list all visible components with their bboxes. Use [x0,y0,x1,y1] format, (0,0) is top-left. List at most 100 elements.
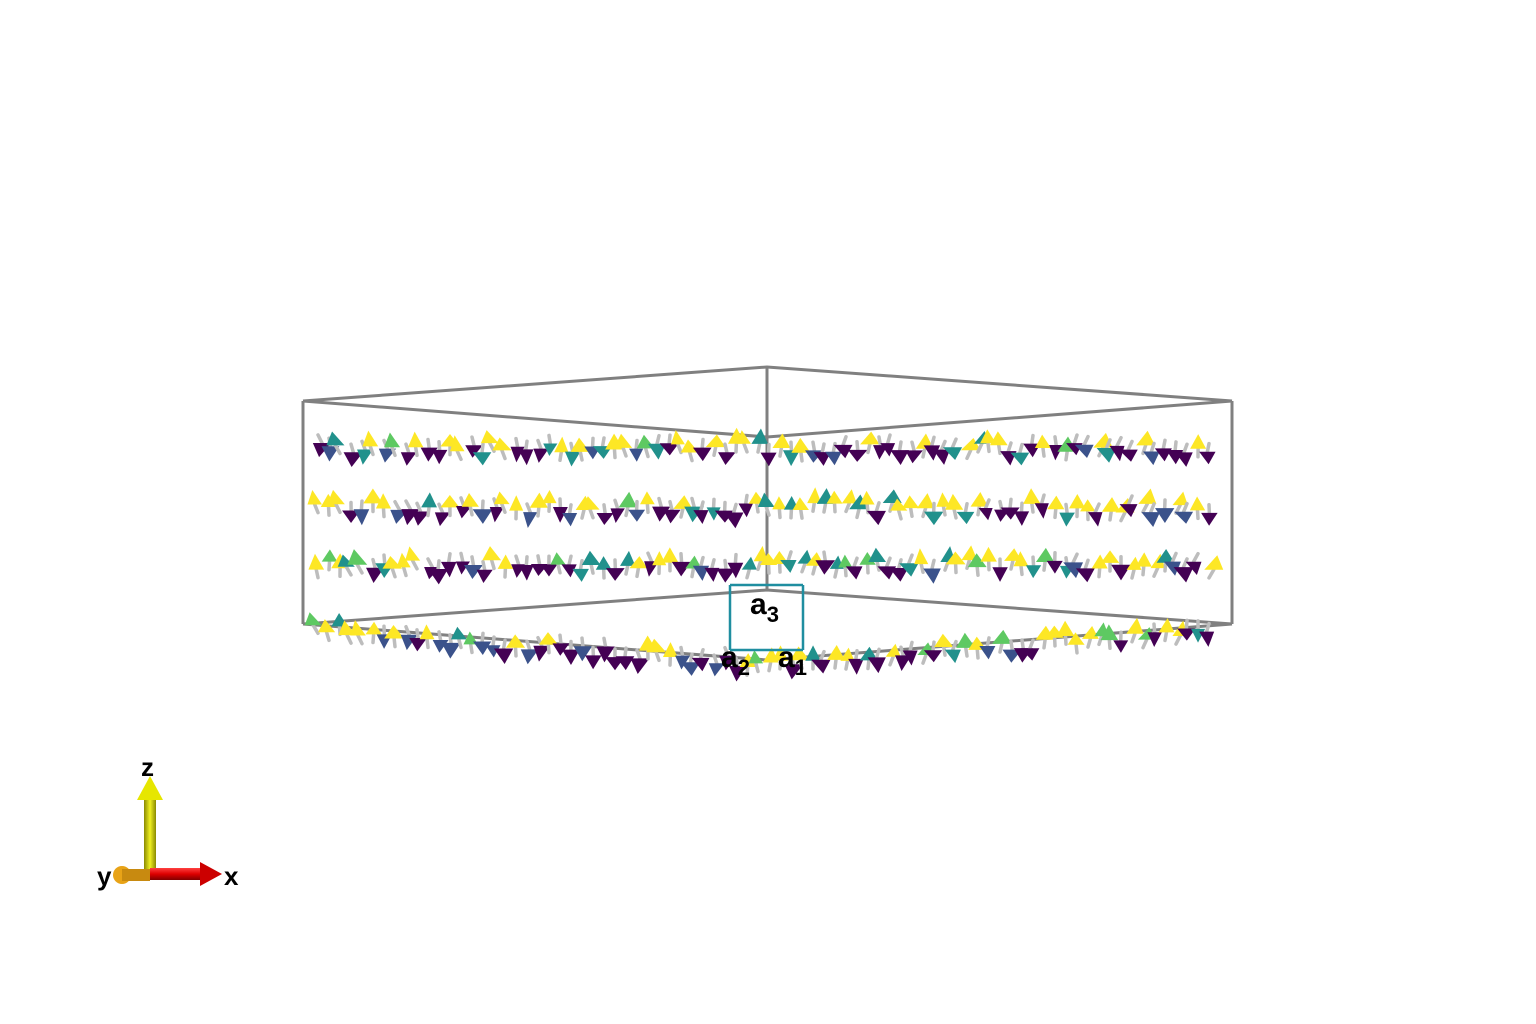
spin-arrow-shaft [645,502,650,515]
spin-arrow-head [538,632,559,645]
spin-arrow-shaft [455,449,463,462]
spin-arrow-shaft [756,442,762,454]
spin-arrow-shaft [437,502,445,515]
spin-arrow-shaft [1163,561,1168,573]
spin-arrow-head [480,430,499,444]
spin-arrow-head [529,492,548,508]
spin-arrow-shaft [811,440,817,453]
x-axis-shaft [150,868,202,880]
spin-arrow-head [748,650,764,664]
spin-arrow-head [1158,618,1175,633]
spin-arrow-head [1101,497,1121,512]
spin-arrow-head [1172,491,1188,506]
spin-arrow-head [542,489,557,504]
spin-arrow-head [860,431,880,445]
spin-arrow-head [889,567,909,582]
spin-arrow-shaft [699,500,705,512]
spin-arrow-shaft [1009,639,1014,652]
spin-arrow-head [784,664,804,680]
spin-arrow-shaft [1028,638,1035,651]
spin-arrow-shaft [1006,441,1013,453]
spin-arrow-head [405,546,421,561]
spin-arrow-head [895,655,912,671]
spin-arrow-shaft [964,646,969,658]
spin-arrow-shaft [1181,501,1189,514]
spin-arrow-shaft [1181,557,1189,569]
spin-arrow-shaft [1163,630,1169,643]
spin-arrow-shaft [1072,433,1079,445]
lattice-label-a2: a2 [721,641,750,680]
spin-arrow-shaft [470,555,476,567]
spin-arrow-head [741,556,757,570]
z-axis-shaft [144,798,156,874]
spin-arrow-shaft [1126,494,1134,506]
spin-arrow-head [573,646,593,662]
spin-arrow-head [782,450,800,467]
spin-arrow-shaft [690,496,696,509]
spin-arrow-shaft [612,447,617,460]
spin-arrow-head [464,565,483,580]
spin-arrow-head [581,550,601,565]
spin-arrow-shaft [1086,637,1093,649]
spin-arrow-shaft [756,559,763,572]
spin-arrow-shaft [1141,564,1146,577]
spin-arrow-shaft [635,648,642,661]
spin-arrow-head [614,433,633,448]
spin-arrow-shaft [567,554,573,567]
spin-arrow-head [343,452,364,467]
spin-arrow-head [382,556,403,569]
spin-arrow-shaft [884,556,892,569]
spin-arrow-head [945,493,964,510]
spin-arrow-head [692,447,712,462]
spin-arrow-shaft [1042,560,1047,572]
spin-arrow-head [880,443,896,457]
spin-arrow-head [473,641,492,655]
spin-arrow-shaft [657,496,663,509]
spin-arrow-shaft [1074,643,1079,655]
spin-arrow-shaft [1170,551,1178,564]
spin-arrow-head [375,493,392,509]
spin-arrow-head [1189,496,1206,511]
spin-arrow-head [849,494,869,510]
spin-arrow-head [659,443,679,456]
spin-arrow-head [596,512,614,526]
spin-arrow-head [307,490,323,505]
spin-arrow-head [1047,495,1065,510]
spin-arrow-head [961,545,978,561]
lattice-label-a1: a1 [778,641,807,680]
spin-arrow-head [564,451,581,467]
spin-arrow-head [914,548,929,565]
spin-arrow-head [561,564,577,578]
spin-arrow-head [673,495,693,509]
spin-arrow-shaft [897,440,903,452]
spin-arrow-shaft [822,502,828,514]
spin-arrow-shaft [448,633,453,645]
spin-arrow-shaft [908,640,914,653]
spin-arrow-shaft [731,502,738,515]
spin-arrow-shaft [965,448,973,461]
spin-arrow-shaft [468,504,474,517]
spin-arrow-shaft [589,563,595,575]
spin-arrow-head [455,506,472,519]
spin-arrow-head [428,568,449,585]
spin-arrow-shaft [833,658,838,670]
spin-arrow-shaft [536,438,543,451]
spin-arrow-shaft [404,442,411,454]
spin-arrow-shaft [623,646,628,659]
spin-arrow-shaft [939,439,947,452]
spin-arrow-shaft [468,642,474,655]
spin-arrow-head [308,553,325,570]
spin-arrow-shaft [798,658,804,671]
spin-arrow-shaft [1152,566,1160,578]
spin-arrow-head [780,560,797,573]
spin-arrow-head [815,560,836,575]
spin-arrow-shaft [1031,555,1036,568]
box-bottom-back-edge [302,588,1233,626]
spin-arrow-head [562,512,578,527]
spin-arrow-head [1185,561,1202,576]
spin-arrow-head [980,429,996,444]
spin-arrow-head [1177,628,1196,641]
spin-arrow-head [841,489,857,504]
spin-arrow-head [967,553,987,568]
